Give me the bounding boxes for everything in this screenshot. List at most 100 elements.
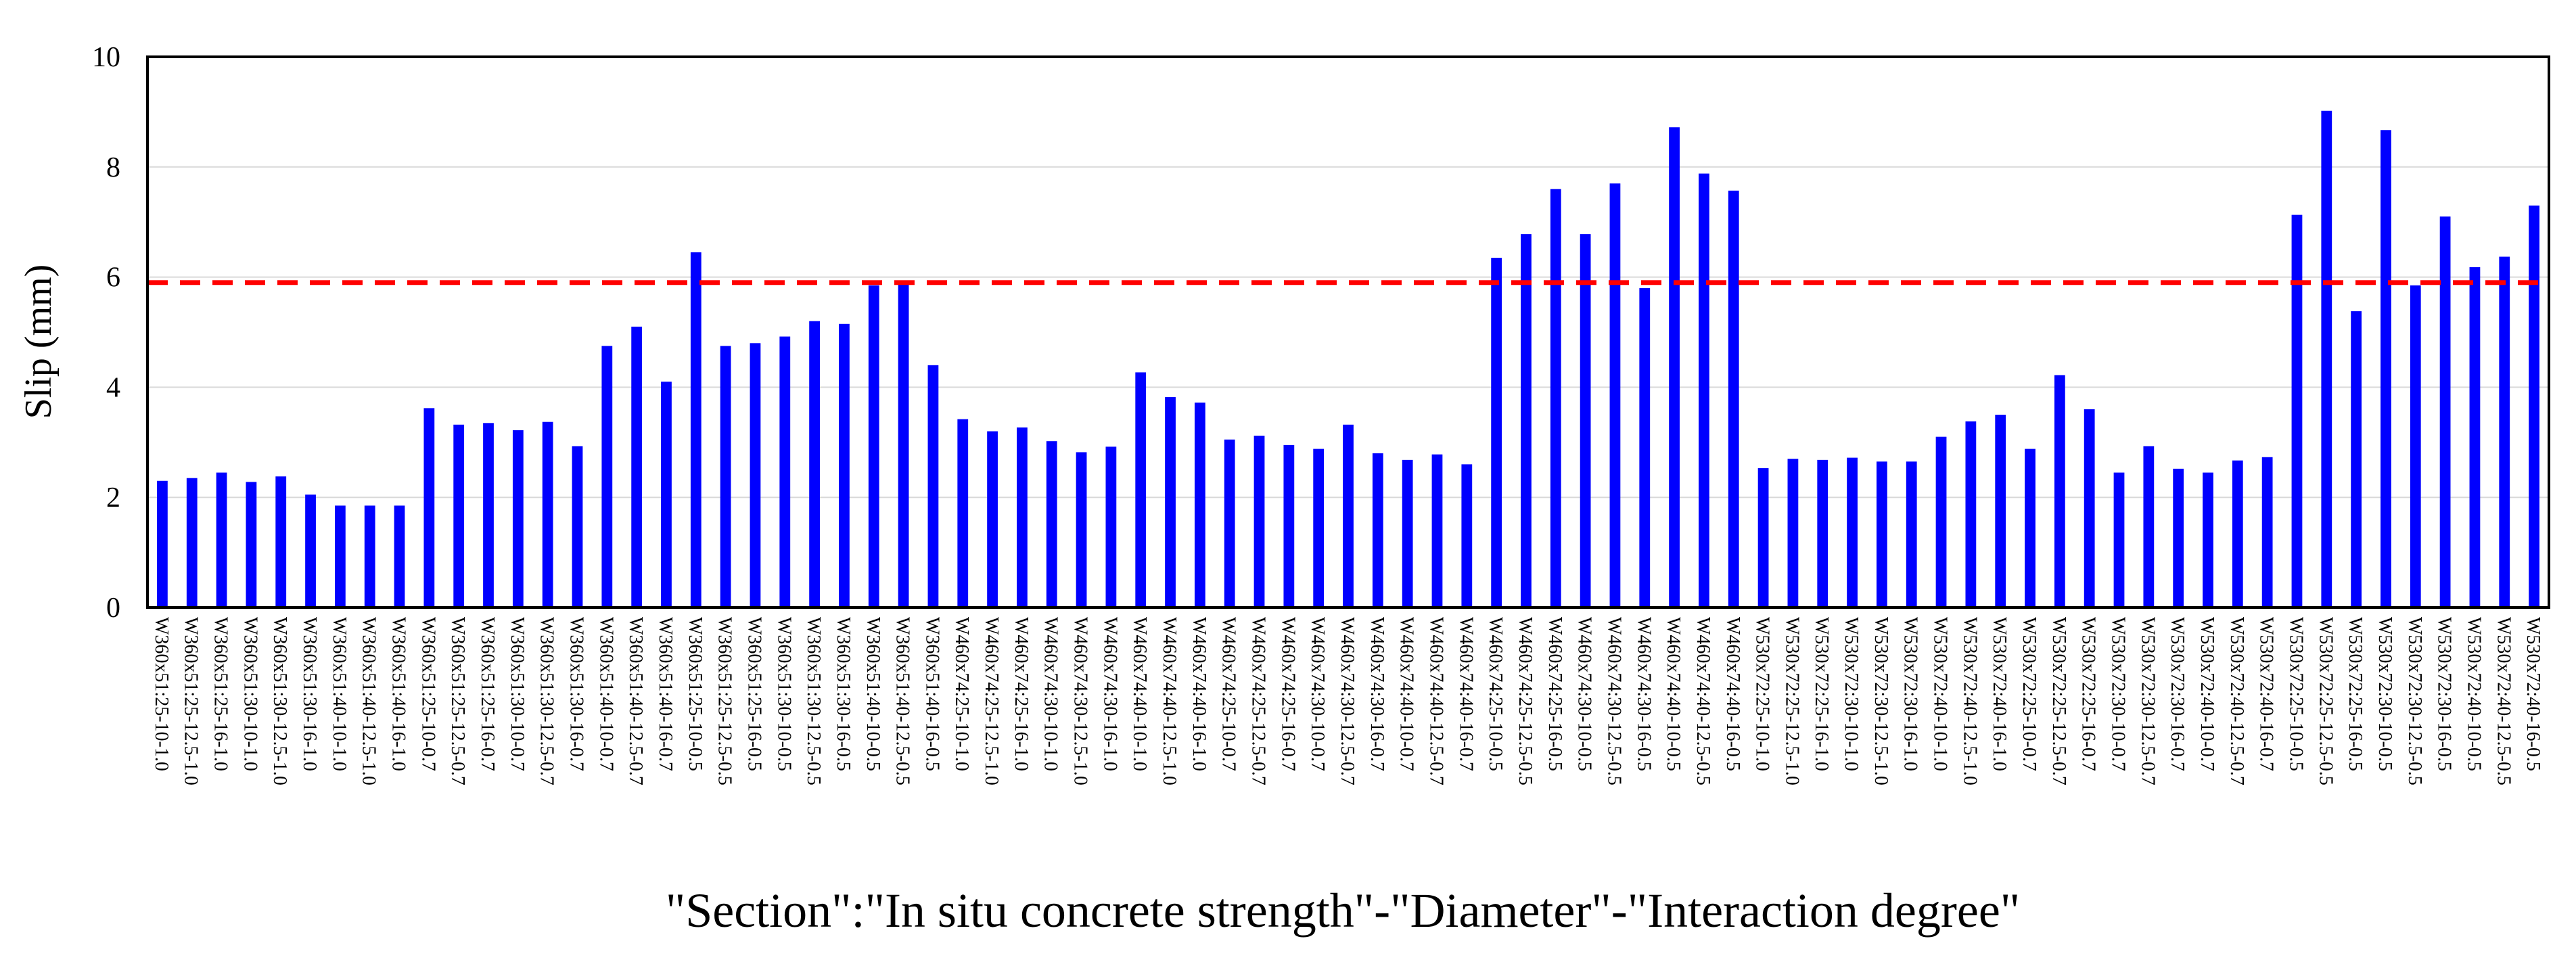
x-category-label: W530x72:25-16-0.7 — [2078, 617, 2099, 771]
x-category-label: W460x74:40-10-0.7 — [1396, 617, 1417, 771]
x-category-label: W460x74:25-10-0.5 — [1485, 617, 1506, 771]
x-category-label: W530x72:30-16-0.5 — [2434, 617, 2455, 771]
bar — [601, 346, 613, 607]
bar — [542, 421, 553, 607]
bar — [394, 505, 405, 607]
bar — [809, 321, 820, 607]
x-category-label: W460x74:40-16-1.0 — [1189, 617, 1210, 771]
x-category-label: W530x72:30-16-1.0 — [1900, 617, 1921, 771]
x-category-label: W360x51:40-10-0.7 — [595, 617, 616, 771]
bar — [661, 382, 672, 607]
bar — [1402, 459, 1413, 607]
x-category-label: W360x51:30-16-0.5 — [833, 617, 854, 771]
bar — [1343, 424, 1354, 607]
x-category-label: W460x74:40-10-1.0 — [1129, 617, 1150, 771]
bar — [1283, 444, 1295, 607]
bar — [2232, 460, 2243, 607]
bar — [1313, 449, 1325, 607]
y-tick-label: 10 — [92, 42, 120, 73]
x-category-label: W530x72:30-12.5-0.5 — [2404, 617, 2425, 785]
x-category-label: W460x74:25-12.5-1.0 — [981, 617, 1002, 785]
bar — [1135, 372, 1147, 607]
x-category-label: W360x51:30-12.5-0.5 — [803, 617, 824, 785]
x-category-label: W530x72:30-10-0.7 — [2108, 617, 2129, 771]
y-axis-ticks: 0 2 4 6 8 10 — [92, 42, 120, 624]
bar — [1847, 457, 1858, 607]
x-category-label: W530x72:40-16-1.0 — [1989, 617, 2010, 771]
bar — [1076, 452, 1087, 607]
x-category-label: W530x72:25-16-0.5 — [2345, 617, 2366, 771]
x-category-label: W530x72:25-10-0.5 — [2285, 617, 2306, 771]
x-category-label: W360x51:40-16-0.7 — [655, 617, 676, 771]
x-category-label: W360x51:30-12.5-1.0 — [269, 617, 290, 785]
x-category-label: W460x74:30-16-0.5 — [1633, 617, 1654, 771]
bar — [216, 472, 227, 607]
x-category-label: W530x72:25-12.5-0.7 — [2048, 617, 2069, 785]
x-category-label: W460x74:40-16-0.5 — [1722, 617, 1743, 771]
x-category-label: W530x72:25-10-0.7 — [2019, 617, 2040, 771]
bar — [1431, 454, 1443, 607]
x-category-label: W530x72:25-12.5-1.0 — [1781, 617, 1802, 785]
x-category-label: W460x74:25-16-0.7 — [1277, 617, 1298, 771]
x-category-label: W360x51:30-16-0.7 — [566, 617, 586, 771]
y-tick-label: 8 — [106, 152, 120, 183]
x-category-label: W360x51:25-12.5-0.5 — [714, 617, 735, 785]
x-category-label: W360x51:25-12.5-1.0 — [181, 617, 202, 785]
y-tick-label: 0 — [106, 593, 120, 624]
x-category-label: W460x74:30-16-0.7 — [1366, 617, 1387, 771]
x-axis-title: "Section":"In situ concrete strength"-"D… — [666, 883, 2020, 938]
x-category-label: W530x72:40-10-1.0 — [1930, 617, 1951, 771]
x-category-label: W460x74:30-10-0.5 — [1574, 617, 1595, 771]
x-category-label: W460x74:40-12.5-0.5 — [1693, 617, 1714, 785]
bar — [2084, 409, 2095, 607]
x-category-label: W360x51:40-16-0.5 — [921, 617, 942, 771]
x-category-label: W460x74:30-12.5-1.0 — [1070, 617, 1091, 785]
x-category-label: W360x51:30-12.5-0.7 — [536, 617, 557, 785]
bar — [2173, 468, 2184, 607]
x-category-label: W360x51:25-16-1.0 — [210, 617, 231, 771]
bar — [2380, 130, 2391, 608]
bar — [1669, 127, 1680, 607]
x-category-label: W460x74:40-12.5-0.7 — [1425, 617, 1446, 785]
bar — [2469, 267, 2481, 607]
x-category-label: W530x72:40-10-0.5 — [2463, 617, 2484, 771]
x-category-label: W360x51:25-10-1.0 — [151, 617, 172, 771]
bar — [2054, 375, 2065, 607]
bar — [1699, 173, 1709, 607]
plot-area-frame — [146, 55, 2550, 609]
x-category-label: W530x72:30-12.5-1.0 — [1870, 617, 1891, 785]
bar — [898, 283, 909, 607]
bar — [2351, 311, 2362, 607]
bar — [868, 285, 879, 607]
x-category-label: W460x74:25-16-0.5 — [1544, 617, 1565, 771]
x-category-label: W530x72:30-12.5-0.7 — [2137, 617, 2158, 785]
x-category-label: W360x51:40-16-1.0 — [388, 617, 409, 771]
x-category-label: W460x74:30-12.5-0.7 — [1337, 617, 1358, 785]
bar — [512, 430, 524, 607]
x-category-label: W360x51:40-10-1.0 — [329, 617, 350, 771]
x-category-label: W530x72:40-16-0.5 — [2523, 617, 2544, 771]
bar — [2529, 205, 2539, 607]
bar — [1017, 427, 1028, 607]
bar — [1609, 183, 1621, 608]
x-category-label: W530x72:40-16-0.7 — [2256, 617, 2277, 771]
bar — [453, 424, 465, 607]
bar — [1491, 258, 1502, 607]
x-category-label: W530x72:40-12.5-0.5 — [2493, 617, 2514, 785]
bar — [334, 505, 346, 607]
bar — [1521, 234, 1532, 607]
bar — [2439, 216, 2451, 607]
bar — [1580, 234, 1591, 607]
bar — [2410, 285, 2421, 607]
x-category-label: W360x51:30-10-0.7 — [507, 617, 528, 771]
bar — [957, 419, 969, 607]
bar — [1372, 453, 1383, 607]
x-axis-category-labels: W360x51:25-10-1.0 W360x51:25-12.5-1.0 W360… — [151, 617, 2544, 785]
x-category-label: W530x72:25-10-1.0 — [1752, 617, 1773, 771]
bar — [423, 408, 435, 607]
bar — [1639, 288, 1651, 607]
y-tick-label: 2 — [106, 482, 120, 513]
bar — [720, 346, 731, 607]
bar — [186, 478, 198, 607]
bar — [987, 431, 998, 607]
